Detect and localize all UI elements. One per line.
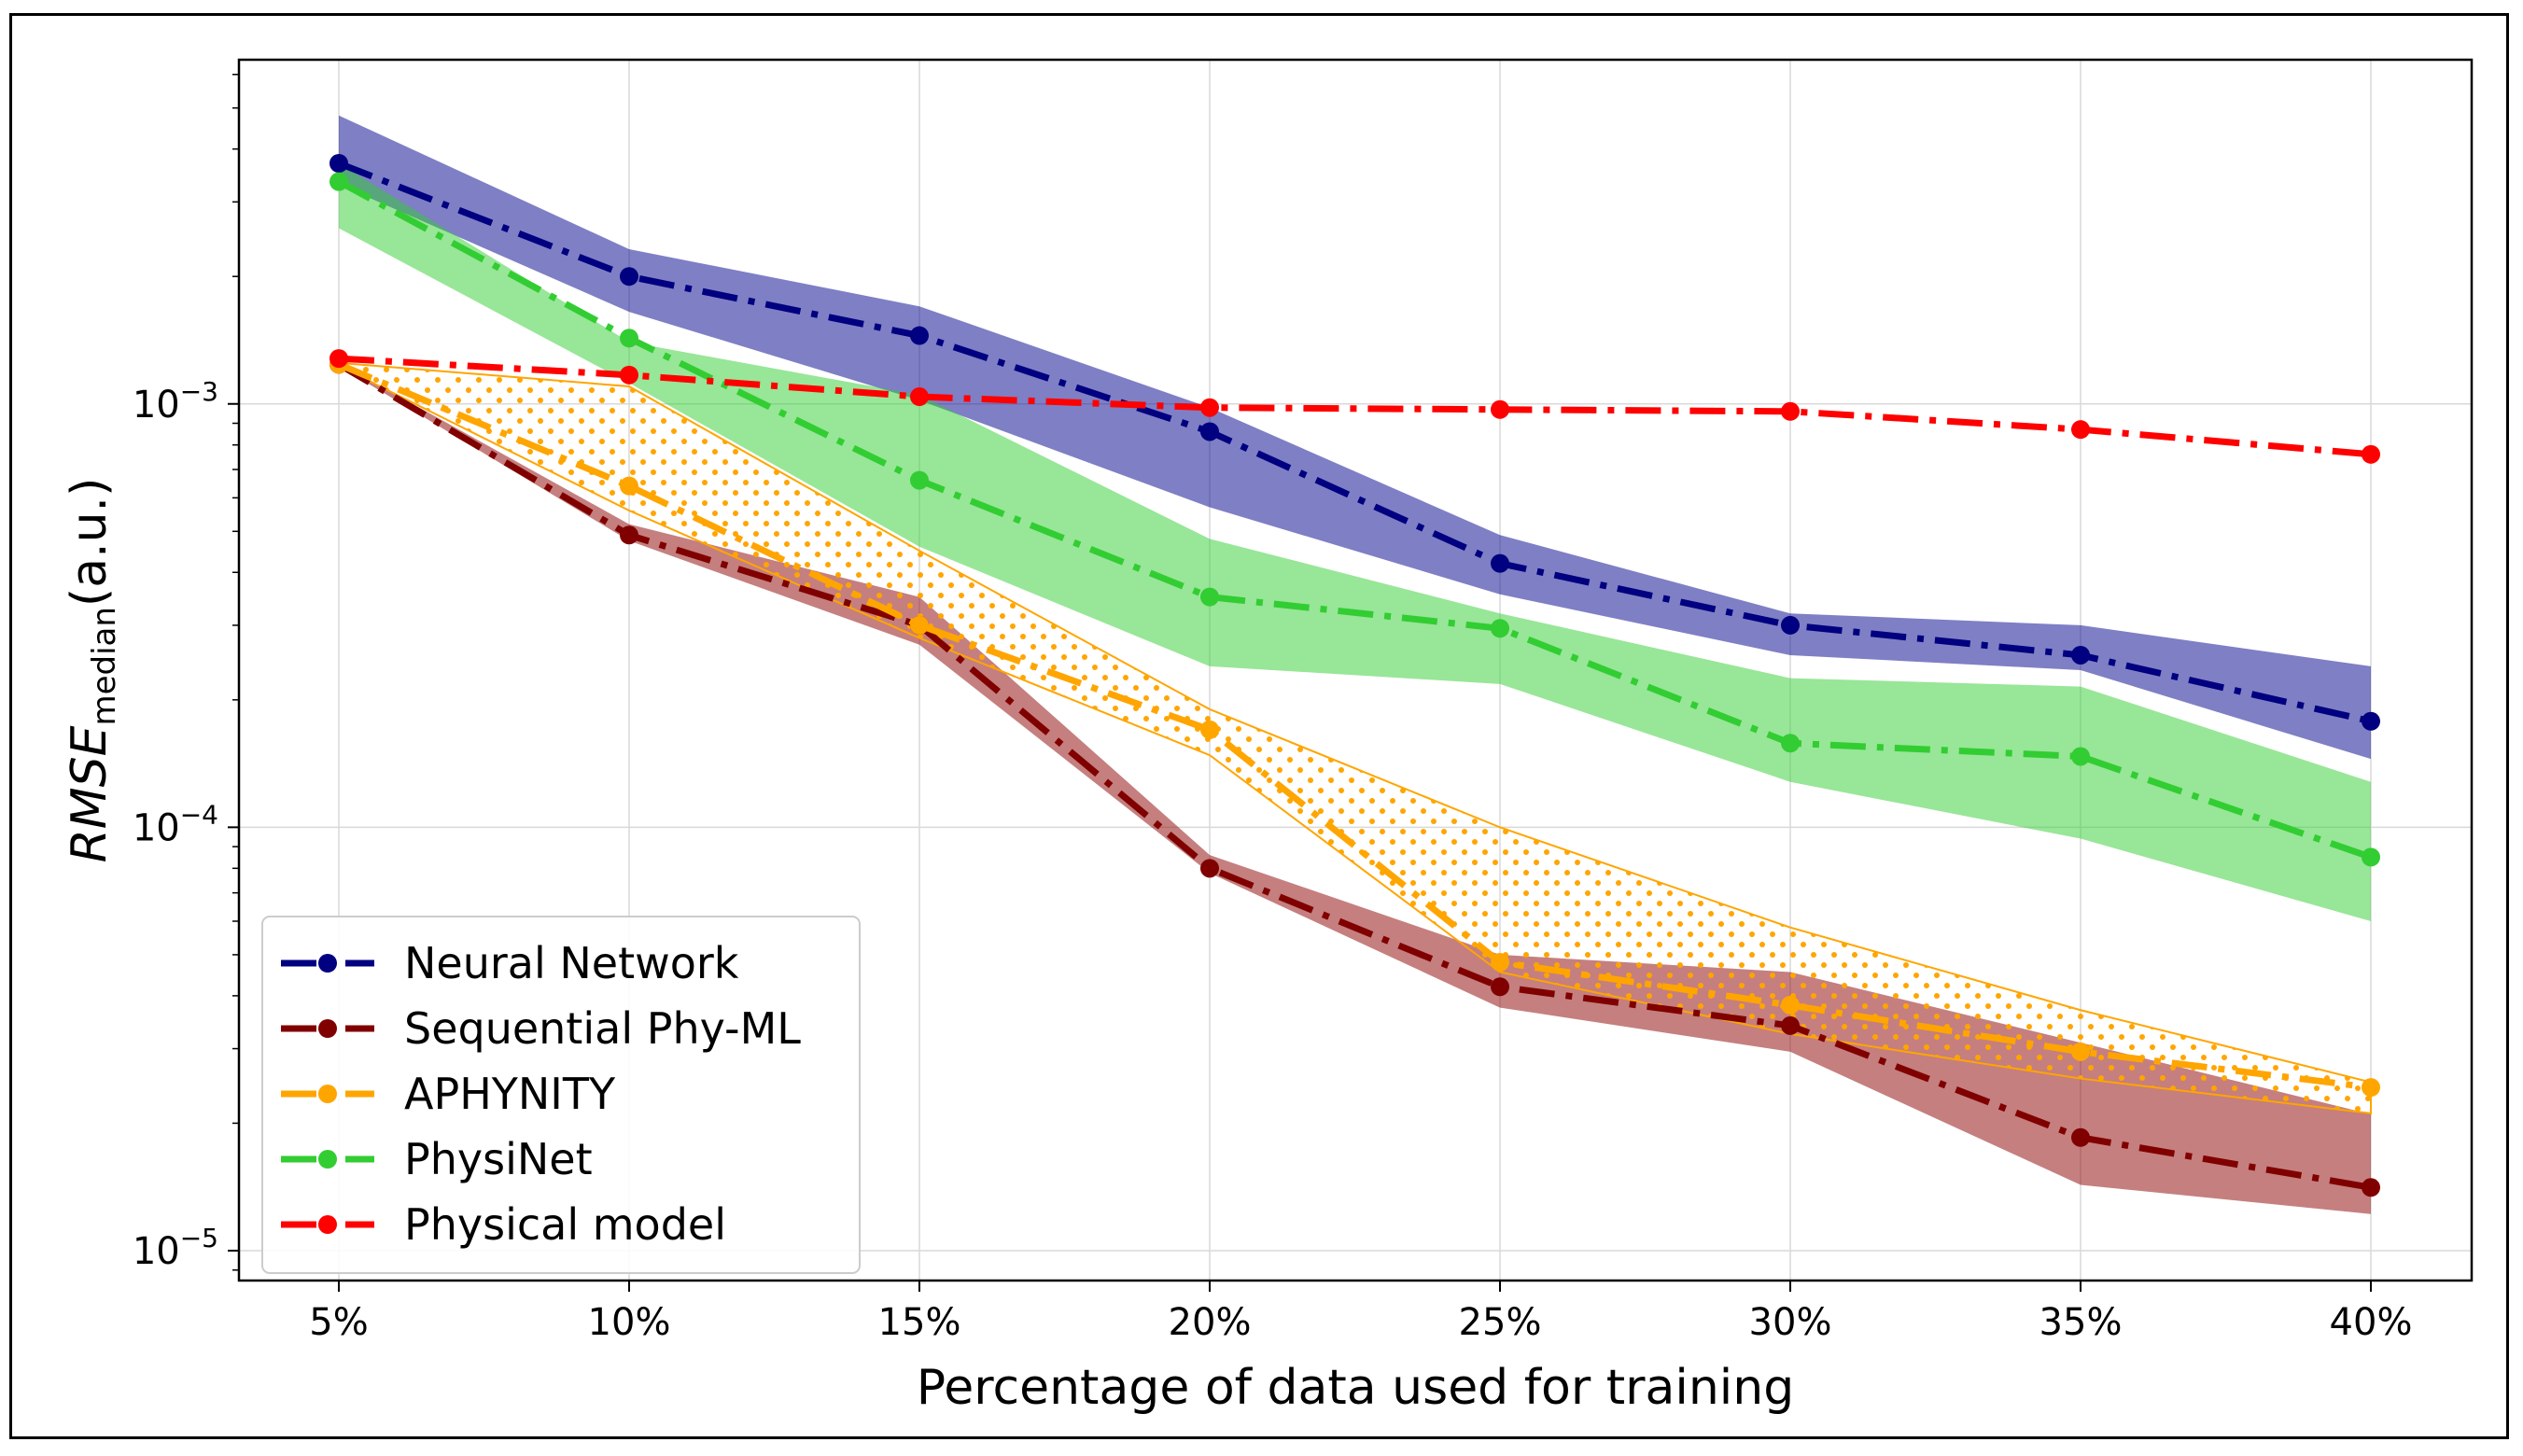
x-tick-label: 15% (878, 1301, 961, 1344)
neural-network-point (620, 267, 638, 287)
physical-model-point (2071, 420, 2090, 440)
legend-item-physical-model: Physical model (281, 1199, 726, 1250)
physical-model-point (620, 365, 638, 385)
legend-swatch-marker (318, 1085, 337, 1103)
neural-network-point (1491, 553, 1509, 573)
physical-model-line (338, 355, 2372, 458)
sequential-phy-ml-point (1491, 977, 1509, 997)
legend-swatch-marker (318, 1215, 337, 1234)
x-tick-label: 10% (588, 1301, 671, 1344)
legend-label: Sequential Phy-ML (404, 1003, 801, 1054)
y-tick-label: 10−3 (133, 376, 218, 427)
legend-label: Neural Network (404, 938, 739, 988)
physinet-point (2071, 747, 2090, 766)
neural-network-band (339, 115, 2371, 760)
aphynity-point (2071, 1042, 2090, 1061)
physical-model-point (2362, 444, 2380, 464)
legend-item-physinet: PhysiNet (281, 1134, 593, 1184)
physical-model-point (1200, 398, 1219, 417)
x-tick-label: 40% (2330, 1301, 2413, 1344)
neural-network-line (337, 160, 2372, 725)
legend-label: APHYNITY (404, 1069, 616, 1119)
figure-frame: 5% 10% 15% 20% 25% 30% 35% 40% 10−3 10−4 10−5 Perc… (9, 13, 2509, 1439)
physinet-point (620, 329, 638, 348)
legend-swatch-marker (318, 1019, 337, 1038)
physinet-line (337, 178, 2373, 861)
x-tick-label: 20% (1169, 1301, 1252, 1344)
sequential-phy-ml-line (337, 361, 2372, 1191)
aphynity-point (910, 615, 929, 635)
x-tick-label: 5% (309, 1301, 368, 1344)
y-axis-label-subscript: median (86, 607, 123, 725)
series-lines (329, 154, 2380, 1197)
legend-item-aphynity: APHYNITY (281, 1069, 616, 1119)
x-tick-label: 35% (2039, 1301, 2123, 1344)
x-tick-label: 25% (1459, 1301, 1542, 1344)
physinet-point (2362, 847, 2380, 867)
physinet-point (329, 172, 348, 191)
neural-network-point (329, 154, 348, 174)
physinet-point (1491, 619, 1509, 638)
aphynity-point (2362, 1078, 2380, 1098)
physinet-point (1200, 587, 1219, 607)
y-tick-label: 10−5 (133, 1223, 218, 1273)
legend-box (261, 916, 861, 1274)
physical-model-point (329, 349, 348, 369)
neural-network-point (910, 326, 929, 345)
y-axis-label-unit: (a.u.) (62, 478, 118, 607)
x-axis-label: Percentage of data used for training (917, 1360, 1794, 1416)
legend: Neural Network Sequential Phy-ML APHYNITY P… (261, 916, 861, 1274)
physinet-band (339, 163, 2371, 922)
physical-model-point (910, 387, 929, 407)
x-tick-label: 30% (1749, 1301, 1832, 1344)
physinet-point (1781, 734, 1800, 753)
aphynity-point (620, 476, 638, 496)
chart-svg: 5% 10% 15% 20% 25% 30% 35% 40% 10−3 10−4 10−5 Perc… (62, 58, 2474, 1416)
legend-item-sequential-phy-ml: Sequential Phy-ML (281, 1003, 801, 1054)
legend-swatch-marker (318, 1150, 337, 1169)
neural-network-point (1781, 615, 1800, 635)
y-tick-label: 10−4 (133, 799, 218, 849)
neural-network-point (2362, 711, 2380, 731)
y-axis-label: RMSEmedian(a.u.) (62, 478, 123, 863)
physinet-point (910, 470, 929, 490)
neural-network-point (1200, 422, 1219, 441)
aphynity-point (1200, 720, 1219, 739)
axis-ticks: 5% 10% 15% 20% 25% 30% 35% 40% 10−3 10−4 10−5 (133, 74, 2413, 1344)
legend-label: PhysiNet (404, 1134, 593, 1184)
plot-area-border (237, 58, 2474, 1282)
sequential-phy-ml-point (1200, 859, 1219, 878)
legend-label: Physical model (404, 1199, 726, 1250)
sequential-phy-ml-point (620, 525, 638, 545)
legend-item-neural-network: Neural Network (281, 938, 739, 988)
sequential-phy-ml-point (1781, 1015, 1800, 1035)
neural-network-point (2071, 645, 2090, 665)
legend-swatch-marker (318, 954, 337, 973)
aphynity-line (337, 361, 2372, 1091)
sequential-phy-ml-point (2362, 1178, 2380, 1197)
physical-model-point (1781, 401, 1800, 421)
physical-model-point (1491, 399, 1509, 419)
y-axis-label-main: RMSE (62, 725, 118, 862)
sequential-phy-ml-point (2071, 1127, 2090, 1147)
aphynity-point (1491, 952, 1509, 972)
aphynity-point (1781, 995, 1800, 1015)
